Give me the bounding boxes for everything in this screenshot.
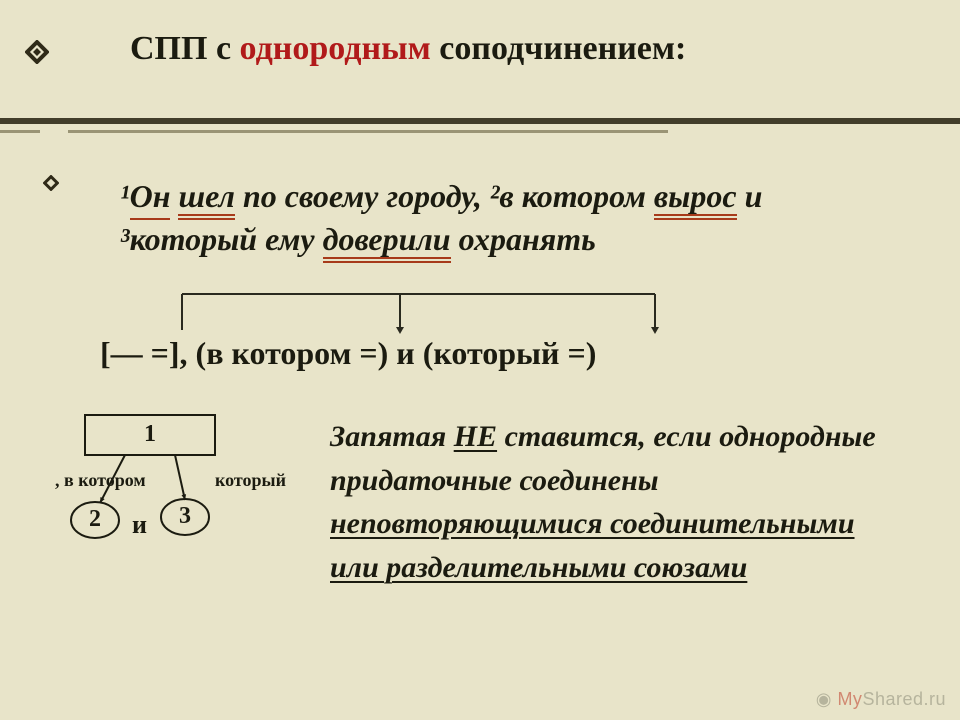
watermark-left: My	[837, 689, 862, 709]
rule-prefix: Запятая	[330, 420, 454, 453]
tree-label: и	[132, 510, 147, 540]
tree-label: , в котором	[55, 470, 146, 491]
tree-label: который	[215, 470, 286, 491]
sentence-text: по своему городу, ²в котором	[235, 178, 654, 214]
page-title: СПП с однородным соподчинением:	[130, 30, 686, 68]
watermark-logo-icon: ◉	[816, 689, 838, 709]
sentence-text: охранять	[451, 221, 596, 257]
predicate-word: вырос	[654, 175, 737, 218]
sentence-schema: [— =], (в котором =) и (который =)	[100, 335, 596, 372]
tree-label: 2	[89, 506, 101, 533]
title-suffix: соподчинением:	[431, 30, 687, 67]
schema-arrows	[100, 290, 800, 340]
example-sentence: ¹Он шел по своему городу, ²в котором выр…	[120, 175, 900, 261]
tree-label: 3	[179, 503, 191, 530]
rule-neg: НЕ	[454, 420, 497, 453]
title-bullet-icon	[25, 40, 49, 64]
subject-word: Он	[130, 175, 171, 218]
divider-bar-top	[0, 118, 960, 124]
divider-segment	[0, 130, 40, 133]
watermark: ◉ MyShared.ru	[816, 689, 946, 710]
body-bullet-icon	[43, 175, 59, 191]
title-highlight: однородным	[240, 30, 431, 67]
punctuation-rule: Запятая НЕ ставится, если однородные при…	[330, 415, 910, 589]
title-prefix: СПП с	[130, 30, 240, 67]
rule-tail: неповторяющимися соединительными или раз…	[330, 507, 855, 584]
predicate-word: доверили	[323, 218, 451, 261]
divider-segment	[68, 130, 668, 133]
watermark-right: Shared.ru	[862, 689, 946, 709]
sentence-text: ¹	[120, 178, 130, 214]
tree-label: 1	[144, 421, 156, 448]
predicate-word: шел	[178, 175, 234, 218]
title-divider	[0, 118, 960, 138]
sentence-text	[170, 178, 178, 214]
